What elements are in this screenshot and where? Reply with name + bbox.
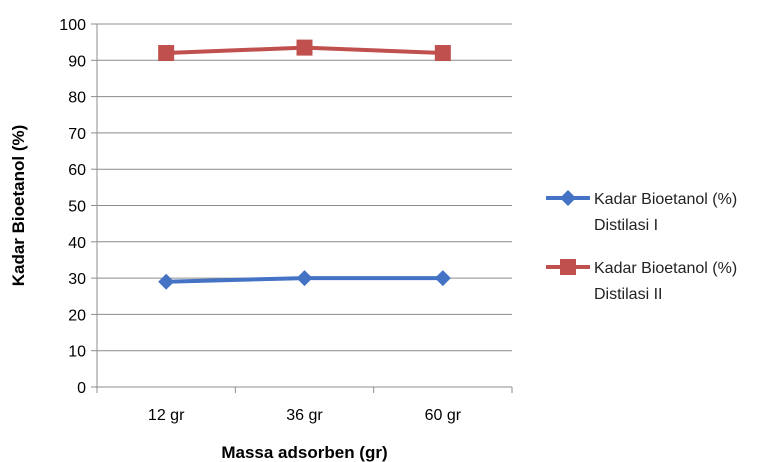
y-tick-label: 30 <box>68 271 86 288</box>
y-tick-label: 60 <box>68 162 86 179</box>
legend-entry-2: Kadar Bioetanol (%) Distilasi II <box>546 259 737 303</box>
x-tick-label: 12 gr <box>148 407 185 424</box>
legend-marker-square <box>560 259 576 275</box>
data-point-diamond <box>434 270 451 287</box>
data-point-square <box>296 39 313 56</box>
y-axis-title: Kadar Bioetanol (%) <box>9 125 28 287</box>
y-tick-label: 0 <box>77 380 86 397</box>
axes: 0 10 20 30 40 50 60 70 80 90 100 12 gr 36 gr 60 gr <box>59 17 513 424</box>
x-axis-title: Massa adsorben (gr) <box>221 443 387 462</box>
series-1 <box>158 270 451 290</box>
y-tick-label: 90 <box>68 53 86 70</box>
legend-entry-1: Kadar Bioetanol (%) Distilasi I <box>546 190 737 234</box>
y-tick-label: 40 <box>68 235 86 252</box>
series-2 <box>158 39 451 62</box>
y-tick-label: 20 <box>68 307 86 324</box>
y-tick-label: 10 <box>68 344 86 361</box>
y-tick-label: 70 <box>68 126 86 143</box>
data-point-square <box>434 45 451 62</box>
data-point-square <box>158 45 175 62</box>
legend-marker-diamond <box>560 190 576 206</box>
y-tick-label: 80 <box>68 90 86 107</box>
grid <box>97 23 512 388</box>
y-tick-label: 100 <box>59 17 86 34</box>
data-point-diamond <box>158 273 175 290</box>
y-tick-label: 50 <box>68 199 86 216</box>
legend-label: Kadar Bioetanol (%) <box>594 260 737 277</box>
x-tick-label: 60 gr <box>425 407 462 424</box>
legend-label: Kadar Bioetanol (%) <box>594 191 737 208</box>
legend-label: Distilasi I <box>594 217 658 234</box>
data-point-diamond <box>296 270 313 287</box>
x-tick-label: 36 gr <box>286 407 323 424</box>
series-layer <box>158 39 451 290</box>
legend-label: Distilasi II <box>594 286 662 303</box>
